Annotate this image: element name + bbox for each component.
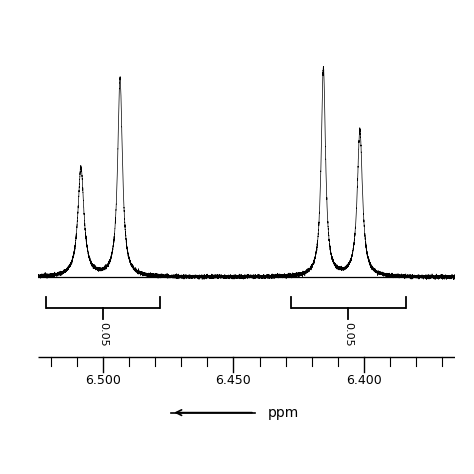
- Text: 6.500: 6.500: [85, 374, 121, 387]
- Text: ppm: ppm: [267, 406, 299, 419]
- Text: 0.05: 0.05: [98, 322, 108, 347]
- Text: 0.05: 0.05: [343, 322, 353, 347]
- Text: 6.450: 6.450: [216, 374, 251, 387]
- Text: 6.400: 6.400: [346, 374, 382, 387]
